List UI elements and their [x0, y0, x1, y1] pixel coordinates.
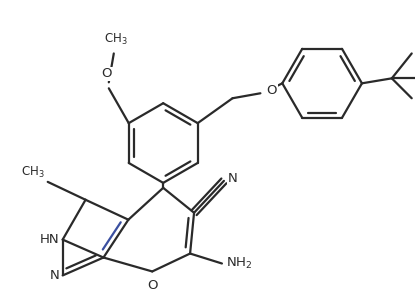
Text: O: O: [147, 279, 158, 293]
Text: N: N: [50, 269, 59, 282]
Text: O: O: [266, 84, 277, 97]
Text: CH$_3$: CH$_3$: [21, 165, 45, 180]
Text: NH$_2$: NH$_2$: [226, 256, 253, 271]
Text: HN: HN: [40, 233, 59, 246]
Text: CH$_3$: CH$_3$: [104, 32, 128, 47]
Text: O: O: [102, 67, 112, 80]
Text: N: N: [228, 172, 238, 185]
